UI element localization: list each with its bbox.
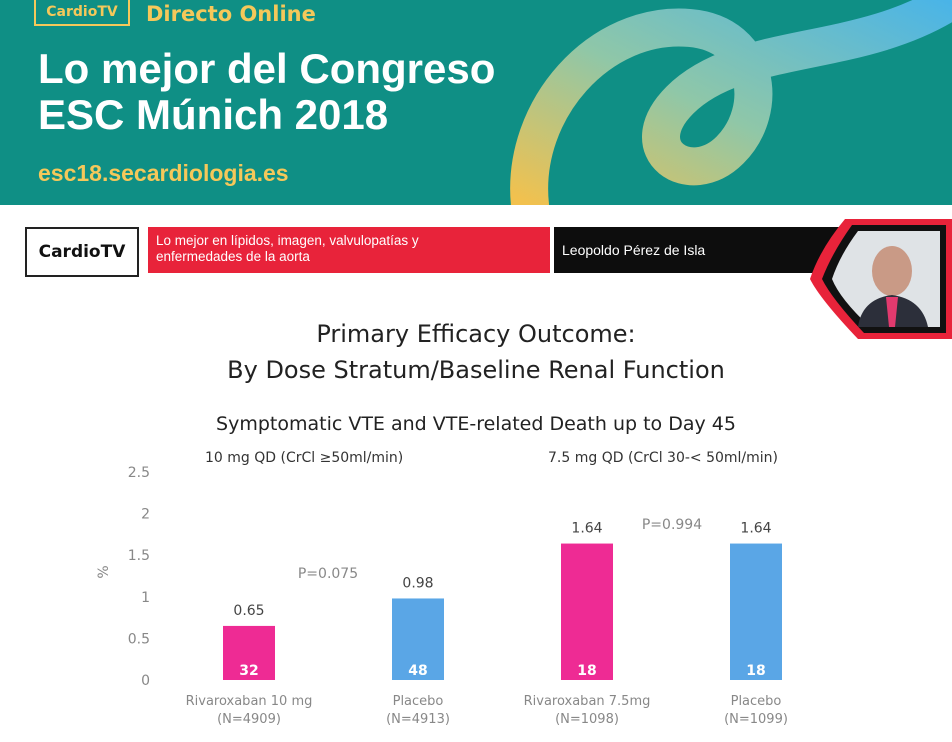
speaker-name-bar: Leopoldo Pérez de Isla — [554, 227, 844, 273]
banner-title-line1: Lo mejor del Congreso — [38, 45, 496, 92]
x-category-label: Rivaroxaban 7.5mg — [524, 694, 651, 709]
x-category-label: Placebo — [393, 694, 444, 709]
banner-title-line2: ESC Múnich 2018 — [38, 91, 389, 138]
bar — [730, 543, 782, 680]
bar-event-count: 18 — [746, 663, 765, 679]
stratum-label-7-5mg: 7.5 mg QD (CrCl 30-< 50ml/min) — [548, 450, 779, 466]
bar-value-label: 0.98 — [402, 575, 433, 591]
y-tick-label: 1 — [141, 590, 150, 606]
bar-value-label: 0.65 — [233, 603, 264, 619]
x-category-n: (N=4913) — [386, 712, 450, 727]
bar-value-label: 1.64 — [571, 521, 602, 537]
bar-event-count: 48 — [408, 663, 427, 679]
speaker-head — [872, 246, 912, 296]
bar-value-label: 1.64 — [740, 521, 771, 537]
lower-third: CardioTV Lo mejor en lípidos, imagen, va… — [0, 205, 952, 339]
p-value-label: P=0.075 — [298, 566, 358, 582]
bar-event-count: 18 — [577, 663, 596, 679]
bar-event-count: 32 — [239, 663, 258, 679]
topic-line1: Lo mejor en lípidos, imagen, valvulopatí… — [156, 233, 419, 248]
y-tick-label: 0 — [141, 673, 150, 689]
x-category-n: (N=1099) — [724, 712, 788, 727]
slide-title: Primary Efficacy Outcome: By Dose Stratu… — [0, 316, 952, 388]
p-value-label: P=0.994 — [642, 517, 702, 533]
y-axis-label: % — [96, 565, 112, 578]
cardiotv-lower-logo: CardioTV — [25, 227, 139, 277]
cardiotv-logo: CardioTV — [34, 0, 130, 26]
x-category-n: (N=1098) — [555, 712, 619, 727]
broadcast-banner: CardioTV Directo Online Lo mejor del Con… — [0, 0, 952, 205]
y-tick-label: 2 — [141, 507, 150, 523]
bar — [561, 543, 613, 680]
x-category-n: (N=4909) — [217, 712, 281, 727]
topic-line2: enfermedades de la aorta — [156, 249, 310, 264]
chart-title: Symptomatic VTE and VTE-related Death up… — [216, 413, 736, 435]
slide-title-line1: Primary Efficacy Outcome: — [316, 320, 636, 348]
x-category-label: Rivaroxaban 10 mg — [186, 694, 313, 709]
speaker-tie — [886, 297, 898, 327]
y-tick-label: 0.5 — [128, 631, 150, 647]
speaker-video-thumbnail — [810, 219, 952, 339]
banner-swoosh-graphic — [510, 0, 952, 205]
topic-bar: Lo mejor en lípidos, imagen, valvulopatí… — [148, 227, 550, 273]
banner-title: Lo mejor del Congreso ESC Múnich 2018 — [38, 46, 495, 138]
banner-url: esc18.secardiologia.es — [38, 160, 289, 186]
stratum-label-10mg: 10 mg QD (CrCl ≥50ml/min) — [205, 450, 404, 466]
bar — [223, 625, 275, 680]
x-category-label: Placebo — [731, 694, 782, 709]
slide-title-line2: By Dose Stratum/Baseline Renal Function — [227, 356, 725, 384]
y-tick-label: 1.5 — [128, 548, 150, 564]
live-label: Directo Online — [146, 2, 316, 26]
bar — [392, 598, 444, 680]
y-tick-label: 2.5 — [128, 465, 150, 481]
